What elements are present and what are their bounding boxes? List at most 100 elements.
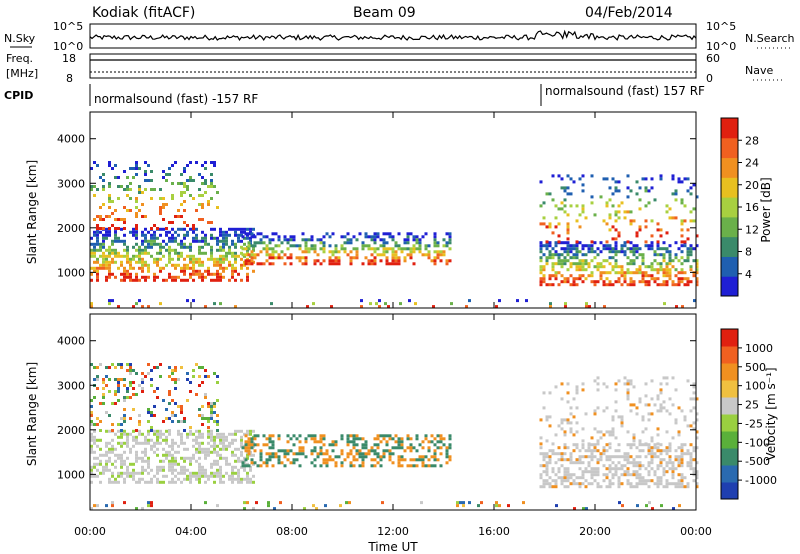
data-cell bbox=[424, 437, 428, 441]
data-cell bbox=[439, 253, 443, 257]
data-cell bbox=[581, 280, 585, 284]
data-cell bbox=[650, 177, 654, 181]
data-cell bbox=[638, 476, 642, 480]
data-cell bbox=[695, 268, 699, 272]
data-cell bbox=[608, 485, 612, 489]
data-cell bbox=[581, 262, 585, 266]
data-cell bbox=[267, 504, 270, 508]
data-cell bbox=[391, 238, 395, 242]
data-cell bbox=[427, 440, 431, 444]
data-cell bbox=[569, 482, 573, 486]
data-cell bbox=[271, 455, 275, 459]
data-cell bbox=[551, 283, 555, 287]
x-tick-label: 08:00 bbox=[276, 525, 308, 538]
data-cell bbox=[90, 188, 93, 191]
data-cell bbox=[177, 405, 180, 408]
data-cell bbox=[292, 461, 296, 465]
data-cell bbox=[108, 227, 111, 230]
data-cell bbox=[111, 200, 114, 203]
data-cell bbox=[599, 430, 603, 434]
data-cell bbox=[250, 244, 254, 248]
data-cell bbox=[653, 452, 657, 456]
data-cell bbox=[99, 218, 102, 221]
data-cell bbox=[665, 247, 669, 251]
data-cell bbox=[361, 437, 365, 441]
data-cell bbox=[620, 482, 624, 486]
data-cell bbox=[373, 262, 377, 266]
data-cell bbox=[650, 449, 654, 453]
data-cell bbox=[183, 170, 186, 173]
data-cell bbox=[174, 251, 177, 255]
data-cell bbox=[644, 225, 648, 229]
data-cell bbox=[608, 433, 612, 437]
data-cell bbox=[114, 233, 117, 237]
data-cell bbox=[283, 235, 287, 239]
data-cell bbox=[165, 441, 168, 445]
data-cell bbox=[638, 271, 642, 275]
data-cell bbox=[201, 275, 204, 279]
data-cell bbox=[608, 213, 612, 217]
data-cell bbox=[234, 245, 237, 249]
data-cell bbox=[370, 238, 374, 242]
data-cell bbox=[324, 504, 327, 508]
data-cell bbox=[265, 464, 269, 468]
data-cell bbox=[662, 400, 666, 404]
data-cell bbox=[680, 268, 684, 272]
data-cell bbox=[198, 474, 201, 478]
data-cell bbox=[403, 241, 407, 245]
data-cell bbox=[268, 253, 272, 257]
data-cell bbox=[141, 266, 144, 270]
data-cell bbox=[249, 468, 252, 472]
data-cell bbox=[439, 464, 443, 468]
data-cell bbox=[126, 465, 129, 469]
data-cell bbox=[662, 470, 666, 474]
data-cell bbox=[563, 241, 567, 245]
data-cell bbox=[599, 195, 603, 199]
data-cell bbox=[545, 256, 549, 260]
data-cell bbox=[292, 452, 296, 456]
data-cell bbox=[168, 221, 171, 224]
data-cell bbox=[192, 266, 195, 270]
data-cell bbox=[171, 372, 174, 375]
colorbar-swatch bbox=[721, 329, 738, 347]
data-cell bbox=[415, 449, 419, 453]
data-cell bbox=[189, 266, 192, 270]
data-cell bbox=[629, 443, 633, 447]
data-cell bbox=[572, 244, 576, 248]
data-cell bbox=[680, 409, 684, 413]
data-cell bbox=[171, 182, 174, 185]
data-cell bbox=[674, 216, 678, 220]
data-cell bbox=[262, 434, 266, 438]
data-cell bbox=[686, 449, 690, 453]
data-cell bbox=[663, 302, 666, 306]
data-cell bbox=[433, 250, 437, 254]
data-cell bbox=[253, 253, 257, 257]
data-cell bbox=[246, 471, 249, 475]
data-cell bbox=[93, 378, 96, 381]
data-cell bbox=[370, 235, 374, 239]
data-cell bbox=[153, 230, 156, 234]
data-cell bbox=[123, 239, 126, 243]
data-cell bbox=[141, 275, 144, 279]
data-cell bbox=[391, 259, 395, 263]
data-cell bbox=[656, 449, 660, 453]
data-cell bbox=[231, 465, 234, 469]
data-cell bbox=[265, 244, 269, 248]
data-cell bbox=[159, 435, 162, 439]
data-cell bbox=[385, 259, 389, 263]
data-cell bbox=[626, 382, 630, 386]
data-cell bbox=[111, 438, 114, 442]
data-cell bbox=[138, 209, 141, 212]
data-cell bbox=[129, 450, 132, 454]
data-cell bbox=[557, 283, 561, 287]
data-cell bbox=[468, 501, 471, 505]
data-cell bbox=[683, 177, 687, 181]
data-cell bbox=[668, 244, 672, 248]
data-cell bbox=[147, 462, 150, 466]
data-cell bbox=[668, 442, 672, 446]
data-cell bbox=[126, 275, 129, 279]
data-cell bbox=[177, 242, 180, 246]
data-cell bbox=[256, 241, 260, 245]
data-cell bbox=[126, 260, 129, 264]
data-cell bbox=[201, 260, 204, 264]
